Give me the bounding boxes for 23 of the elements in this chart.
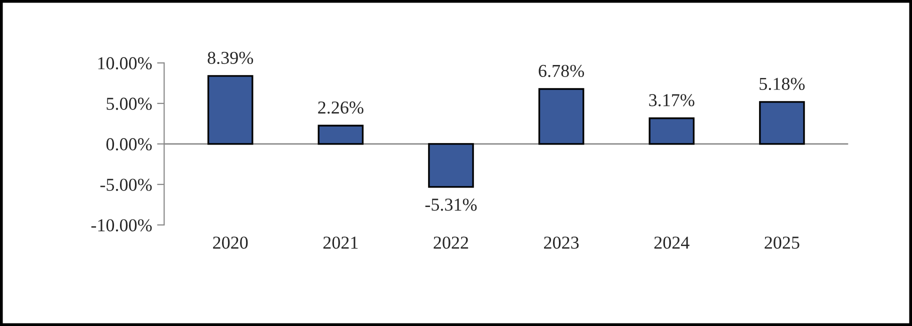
bar [207, 75, 254, 145]
y-tick-label: 5.00% [106, 98, 152, 110]
y-tick-label: -10.00% [91, 219, 152, 232]
data-label: -5.31% [425, 198, 477, 211]
data-label: 5.18% [760, 78, 805, 90]
x-tick-label: 2024 [654, 236, 690, 249]
bar [428, 143, 474, 188]
y-tick-label: 0.00% [106, 138, 152, 150]
x-tick-label: 2022 [434, 236, 468, 249]
y-tick-label: 10.00% [98, 57, 152, 70]
bar [759, 101, 805, 145]
bar [318, 124, 364, 145]
y-tick-label: -5.00% [100, 178, 152, 191]
x-tick-label: 2023 [544, 236, 579, 249]
data-label: 6.78% [538, 64, 584, 78]
data-label: 3.17% [649, 94, 694, 106]
x-tick-label: 2025 [764, 236, 800, 249]
bar [538, 88, 584, 145]
data-label: 2.26% [318, 101, 364, 114]
x-tick-label: 2020 [213, 236, 248, 249]
bar [648, 117, 695, 145]
data-label: 8.39% [208, 52, 254, 64]
x-tick-label: 2021 [323, 236, 358, 249]
